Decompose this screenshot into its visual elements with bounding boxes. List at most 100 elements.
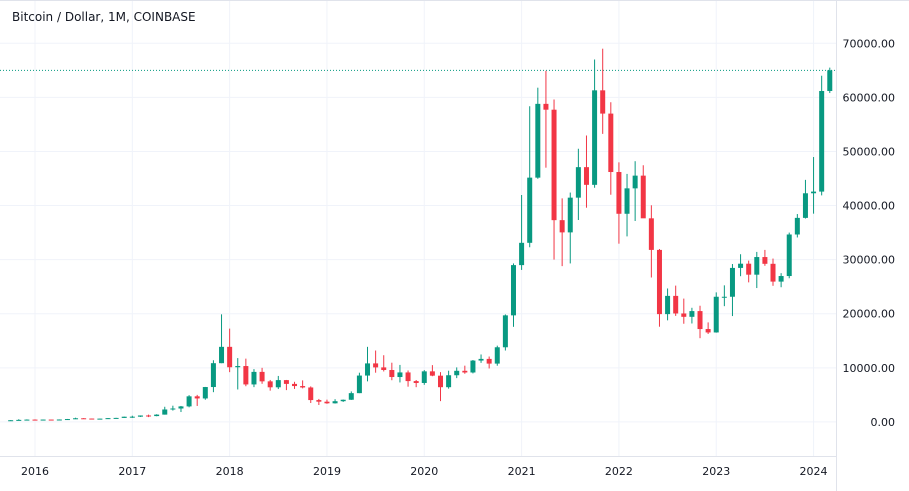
candle-body-2019-02[interactable] bbox=[332, 401, 338, 404]
candle-body-2017-10[interactable] bbox=[202, 387, 208, 399]
candle-body-2023-02[interactable] bbox=[721, 296, 727, 298]
candle-body-2020-02[interactable] bbox=[429, 371, 435, 376]
candle-body-2022-04[interactable] bbox=[640, 175, 646, 219]
candle-body-2021-12[interactable] bbox=[608, 113, 614, 173]
candle-body-2022-09[interactable] bbox=[681, 313, 687, 317]
candle-body-2019-07[interactable] bbox=[373, 363, 379, 368]
candle-body-2021-04[interactable] bbox=[543, 103, 549, 110]
candle-body-2018-01[interactable] bbox=[227, 346, 233, 368]
candle-body-2019-08[interactable] bbox=[381, 367, 387, 370]
candle-body-2023-11[interactable] bbox=[794, 217, 800, 235]
candle-body-2022-12[interactable] bbox=[705, 329, 711, 333]
candle-body-2022-06[interactable] bbox=[656, 249, 662, 315]
candle-body-2017-11[interactable] bbox=[210, 363, 216, 388]
candle-body-2020-10[interactable] bbox=[494, 347, 500, 364]
candle-body-2021-02[interactable] bbox=[527, 177, 533, 243]
candle-body-2017-08[interactable] bbox=[186, 396, 192, 407]
candle-body-2019-10[interactable] bbox=[397, 372, 403, 378]
candle-body-2016-12[interactable] bbox=[121, 416, 127, 418]
candle-body-2017-06[interactable] bbox=[170, 408, 176, 410]
candle-body-2018-04[interactable] bbox=[251, 371, 257, 385]
candle-body-2022-10[interactable] bbox=[689, 311, 695, 317]
candle-body-2023-12[interactable] bbox=[802, 193, 808, 218]
candle-body-2016-01[interactable] bbox=[32, 419, 38, 421]
candle-body-2019-05[interactable] bbox=[356, 375, 362, 394]
candle-body-2021-07[interactable] bbox=[567, 197, 573, 233]
candle-body-2017-04[interactable] bbox=[154, 414, 160, 417]
candle-body-2017-01[interactable] bbox=[129, 416, 135, 418]
candle-body-2022-07[interactable] bbox=[665, 295, 671, 315]
candle-body-2023-10[interactable] bbox=[786, 234, 792, 277]
candle-body-2019-09[interactable] bbox=[389, 369, 395, 378]
candle-body-2016-10[interactable] bbox=[105, 418, 111, 420]
candle-body-2019-11[interactable] bbox=[405, 372, 411, 382]
candle-body-2016-03[interactable] bbox=[48, 419, 54, 421]
candle-body-2016-08[interactable] bbox=[89, 418, 95, 420]
candle-body-2021-03[interactable] bbox=[535, 103, 541, 178]
candle-body-2022-02[interactable] bbox=[624, 188, 630, 214]
candle-body-2020-11[interactable] bbox=[502, 315, 508, 348]
candle-body-2018-09[interactable] bbox=[292, 383, 298, 387]
candle-body-2018-11[interactable] bbox=[308, 387, 314, 401]
candle-body-2017-03[interactable] bbox=[146, 415, 152, 417]
candle-body-2018-03[interactable] bbox=[243, 366, 249, 385]
candle-body-2017-09[interactable] bbox=[194, 396, 200, 399]
candle-body-2018-06[interactable] bbox=[267, 381, 273, 388]
candle-body-2019-06[interactable] bbox=[365, 363, 371, 376]
candle-body-2021-09[interactable] bbox=[583, 167, 589, 185]
candle-body-2020-03[interactable] bbox=[438, 375, 443, 388]
candle-body-2016-05[interactable] bbox=[64, 419, 70, 421]
candle-body-2017-05[interactable] bbox=[162, 409, 168, 415]
candle-body-2021-08[interactable] bbox=[575, 167, 581, 198]
candle-body-2023-07[interactable] bbox=[762, 257, 768, 264]
candle-body-2019-04[interactable] bbox=[348, 393, 354, 400]
candle-body-2023-08[interactable] bbox=[770, 263, 776, 282]
candle-body-2021-11[interactable] bbox=[600, 90, 606, 114]
candle-body-2016-07[interactable] bbox=[81, 418, 87, 420]
candle-body-2022-05[interactable] bbox=[648, 218, 654, 250]
candle-body-2015-11[interactable] bbox=[16, 419, 22, 421]
candle-body-2015-10[interactable] bbox=[8, 420, 14, 422]
candle-body-2016-06[interactable] bbox=[73, 418, 79, 420]
candle-body-2023-09[interactable] bbox=[778, 276, 784, 282]
candle-body-2016-11[interactable] bbox=[113, 417, 119, 419]
candle-body-2020-12[interactable] bbox=[510, 265, 516, 316]
candle-body-2023-06[interactable] bbox=[754, 257, 760, 275]
candle-body-2022-11[interactable] bbox=[697, 311, 703, 330]
candle-body-2019-03[interactable] bbox=[340, 399, 346, 402]
candle-body-2015-12[interactable] bbox=[24, 419, 30, 421]
candle-body-2018-02[interactable] bbox=[235, 366, 241, 368]
candle-body-2020-07[interactable] bbox=[470, 360, 476, 373]
candle-body-2018-05[interactable] bbox=[259, 371, 265, 382]
candle-body-2019-12[interactable] bbox=[413, 381, 419, 383]
candle-body-2021-01[interactable] bbox=[519, 242, 525, 266]
candle-body-2020-05[interactable] bbox=[454, 370, 460, 376]
candle-body-2023-05[interactable] bbox=[746, 263, 752, 275]
candle-body-2019-01[interactable] bbox=[324, 401, 330, 404]
candle-body-2021-06[interactable] bbox=[559, 220, 565, 233]
candle-body-2017-07[interactable] bbox=[178, 406, 184, 409]
candle-body-2018-12[interactable] bbox=[316, 400, 322, 402]
candle-body-2023-04[interactable] bbox=[738, 263, 744, 268]
candle-body-2022-01[interactable] bbox=[616, 172, 622, 214]
candle-body-2020-04[interactable] bbox=[446, 375, 452, 388]
candle-body-2017-02[interactable] bbox=[137, 415, 143, 417]
candle-body-2020-08[interactable] bbox=[478, 358, 484, 361]
candle-body-2023-01[interactable] bbox=[713, 296, 719, 333]
candle-body-2016-04[interactable] bbox=[56, 419, 62, 421]
candle-body-2016-09[interactable] bbox=[97, 418, 103, 420]
candle-body-2024-03[interactable] bbox=[827, 70, 833, 91]
candle-body-2017-12[interactable] bbox=[219, 346, 225, 364]
candle-body-2022-08[interactable] bbox=[673, 295, 679, 314]
candle-body-2021-05[interactable] bbox=[551, 109, 557, 221]
candle-body-2021-10[interactable] bbox=[592, 90, 598, 185]
candle-body-2020-09[interactable] bbox=[486, 358, 492, 364]
candle-body-2018-08[interactable] bbox=[283, 380, 289, 384]
candle-body-2018-10[interactable] bbox=[300, 386, 306, 388]
candle-body-2022-03[interactable] bbox=[632, 175, 638, 189]
candle-body-2020-06[interactable] bbox=[462, 370, 468, 373]
candle-body-2023-03[interactable] bbox=[729, 267, 735, 297]
candle-body-2016-02[interactable] bbox=[40, 419, 46, 421]
candle-body-2020-01[interactable] bbox=[421, 371, 427, 383]
